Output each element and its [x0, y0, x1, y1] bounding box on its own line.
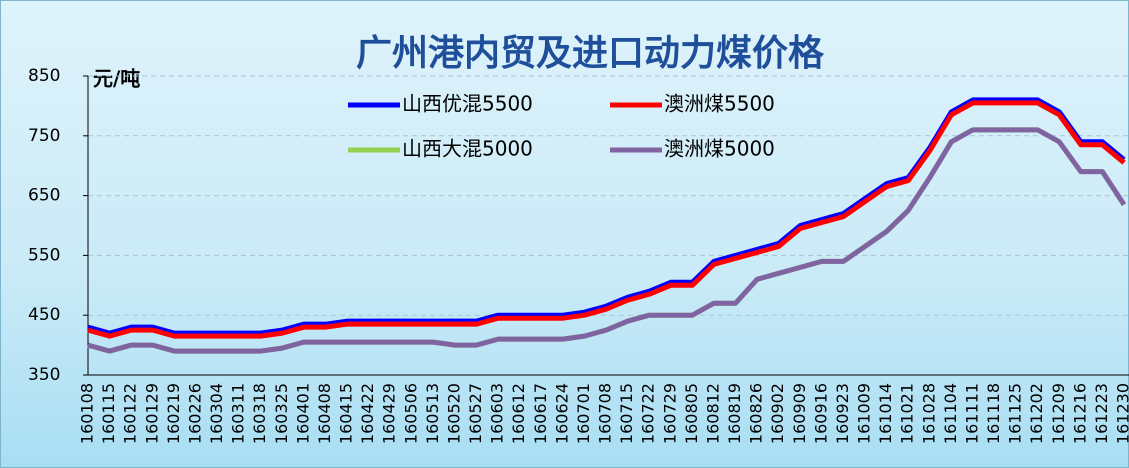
x-tick-label: 160311	[229, 383, 248, 444]
x-tick-label: 160715	[617, 383, 636, 444]
x-tick-label: 160826	[747, 383, 766, 444]
x-tick-label: 160506	[401, 383, 420, 444]
x-tick-label: 160122	[121, 383, 140, 444]
x-tick-label: 161118	[984, 383, 1003, 444]
y-tick-label: 750	[28, 126, 60, 146]
x-tick-label: 161230	[1114, 383, 1129, 444]
x-tick-label: 160219	[164, 383, 183, 444]
y-tick-label: 350	[28, 365, 60, 385]
y-tick-label: 650	[28, 186, 60, 206]
x-tick-label: 160819	[725, 383, 744, 444]
x-tick-label: 160415	[337, 383, 356, 444]
series-line	[87, 100, 1126, 339]
series-line	[87, 127, 1127, 354]
x-tick-label: 160617	[531, 383, 550, 444]
x-tick-label: 160520	[444, 383, 463, 444]
x-tick-label: 160812	[703, 383, 722, 444]
x-tick-label: 160916	[811, 383, 830, 444]
x-tick-label: 160115	[99, 383, 118, 444]
x-tick-label: 161104	[941, 383, 960, 444]
x-tick-label: 161202	[1027, 383, 1046, 444]
x-tick-label: 160408	[315, 383, 334, 444]
x-tick-label: 160226	[185, 383, 204, 444]
x-tick-label: 160624	[552, 383, 571, 444]
x-tick-label: 160401	[293, 383, 312, 444]
y-tick-label: 550	[28, 245, 60, 265]
legend-label: 澳洲煤5500	[664, 92, 775, 116]
x-tick-label: 160108	[78, 383, 97, 444]
x-tick-label: 160527	[466, 383, 485, 444]
x-tick-label: 160902	[768, 383, 787, 444]
x-tick-label: 160708	[596, 383, 615, 444]
x-tick-label: 160805	[682, 383, 701, 444]
x-tick-label: 160909	[790, 383, 809, 444]
x-tick-label: 161209	[1049, 383, 1068, 444]
x-tick-label: 160729	[660, 383, 679, 444]
legend-label: 山西大混5000	[402, 137, 533, 161]
x-tick-label: 160304	[207, 383, 226, 444]
x-tick-label: 160923	[833, 383, 852, 444]
y-axis-label: 元/吨	[93, 67, 140, 91]
legend-label: 山西优混5500	[402, 92, 533, 116]
x-tick-label: 160612	[509, 383, 528, 444]
x-tick-label: 160318	[250, 383, 269, 444]
chart-title: 广州港内贸及进口动力煤价格	[356, 33, 825, 74]
legend-label: 澳洲煤5000	[664, 137, 775, 161]
x-tick-label: 160701	[574, 383, 593, 444]
x-tick-label: 160325	[272, 383, 291, 444]
x-tick-label: 160129	[142, 383, 161, 444]
x-tick-label: 161223	[1092, 383, 1111, 444]
x-tick-label: 160603	[488, 383, 507, 444]
x-tick-label: 161216	[1070, 383, 1089, 444]
y-tick-label: 450	[28, 305, 60, 325]
x-tick-label: 161028	[919, 383, 938, 444]
x-tick-label: 160513	[423, 383, 442, 444]
x-tick-label: 161014	[876, 383, 895, 444]
y-tick-label: 850	[28, 66, 60, 86]
x-tick-label: 160722	[639, 383, 658, 444]
series-line	[87, 97, 1126, 336]
x-tick-label: 161125	[1006, 383, 1025, 444]
x-tick-label: 161021	[898, 383, 917, 444]
x-tick-label: 161111	[962, 383, 981, 444]
x-tick-label: 160422	[358, 383, 377, 444]
x-tick-label: 160429	[380, 383, 399, 444]
x-tick-label: 161009	[855, 383, 874, 444]
